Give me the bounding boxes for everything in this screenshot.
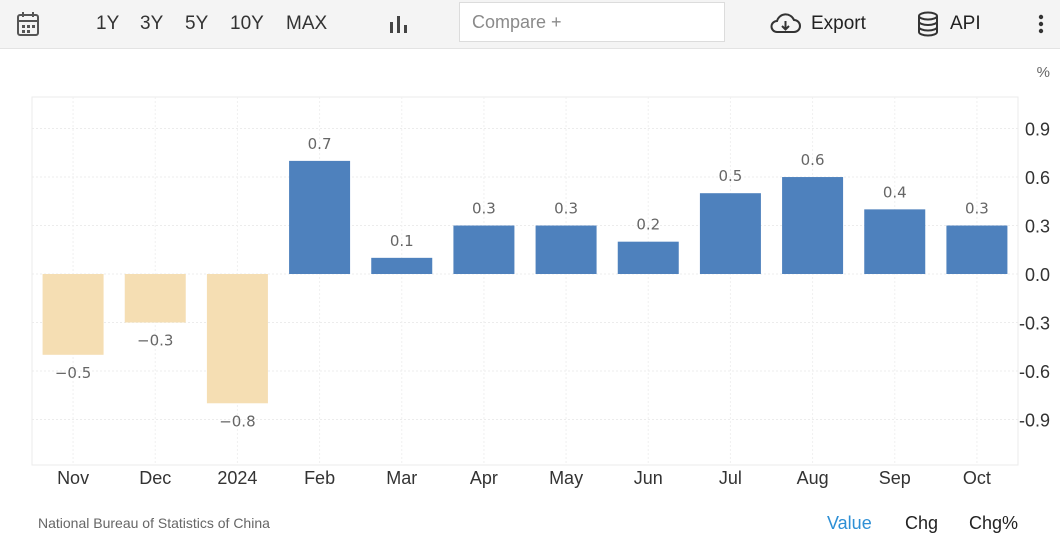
x-tick-label: Jul (719, 468, 742, 488)
x-tick-label: Dec (139, 468, 171, 488)
chart-toolbar: 1Y 3Y 5Y 10Y MAX Export (0, 0, 1060, 49)
bar (124, 274, 186, 323)
range-max-button[interactable]: MAX (286, 13, 328, 34)
more-options-icon[interactable] (1037, 0, 1045, 48)
x-tick-label: Oct (963, 468, 991, 488)
y-tick-label: 0.6 (1025, 168, 1050, 188)
bar-chart: −0.5 Nov −0.3 Dec −0.8 2024 0.7 Feb 0.1 Mar 0.3 Apr… (31, 64, 1050, 488)
bar (535, 225, 597, 274)
data-label: −0.8 (219, 412, 255, 430)
data-label: 0.1 (390, 232, 414, 250)
data-label: 0.4 (883, 183, 907, 201)
y-tick-label: -0.6 (1019, 362, 1050, 382)
data-label: 0.2 (636, 216, 660, 234)
x-tick-label: Feb (304, 468, 335, 488)
x-tick-label: Sep (879, 468, 911, 488)
data-label: 0.3 (965, 200, 989, 218)
bar (617, 241, 679, 274)
data-label: 0.7 (308, 135, 332, 153)
y-tick-label: -0.3 (1019, 313, 1050, 333)
cloud-download-icon (768, 12, 802, 36)
y-tick-label: 0.9 (1025, 120, 1050, 140)
unit-label: % (1037, 64, 1050, 81)
y-tick-label: 0.0 (1025, 265, 1050, 285)
x-tick-label: Apr (470, 468, 498, 488)
data-label: −0.5 (55, 364, 91, 382)
source-credit: National Bureau of Statistics of China (38, 515, 270, 531)
range-1y-button[interactable]: 1Y (96, 13, 120, 34)
mode-chg-button[interactable]: Chg (905, 513, 939, 533)
bar (371, 257, 433, 274)
bar (946, 225, 1008, 274)
calendar-icon[interactable] (16, 0, 40, 48)
y-tick-label: -0.9 (1019, 410, 1050, 430)
export-label: Export (811, 13, 866, 34)
x-tick-label: 2024 (217, 468, 257, 488)
bar (864, 209, 926, 274)
database-icon (917, 11, 939, 37)
data-label: 0.5 (718, 167, 742, 185)
range-5y-button[interactable]: 5Y (185, 13, 209, 34)
api-label: API (950, 13, 981, 34)
y-tick-label: 0.3 (1025, 217, 1050, 237)
export-button[interactable]: Export (768, 0, 866, 48)
compare-input[interactable] (459, 2, 725, 42)
x-tick-label: May (549, 468, 583, 488)
data-label: 0.3 (472, 200, 496, 218)
bar (699, 193, 761, 274)
api-button[interactable]: API (917, 0, 981, 48)
range-3y-button[interactable]: 3Y (140, 13, 164, 34)
x-tick-label: Jun (634, 468, 663, 488)
data-label: 0.3 (554, 200, 578, 218)
bar (453, 225, 515, 274)
bar (289, 160, 351, 274)
bar (42, 274, 104, 355)
x-tick-label: Nov (57, 468, 89, 488)
data-label: −0.3 (137, 331, 173, 349)
range-10y-button[interactable]: 10Y (230, 13, 264, 34)
plot-frame (31, 96, 1019, 466)
bar (782, 177, 844, 274)
data-label: 0.6 (801, 151, 825, 169)
mode-value-button[interactable]: Value (827, 513, 872, 533)
bar (206, 274, 268, 404)
bar-chart-icon[interactable] (388, 0, 410, 48)
mode-chg-percent-button[interactable]: Chg% (969, 513, 1019, 533)
x-tick-label: Aug (797, 468, 829, 488)
x-tick-label: Mar (386, 468, 417, 488)
